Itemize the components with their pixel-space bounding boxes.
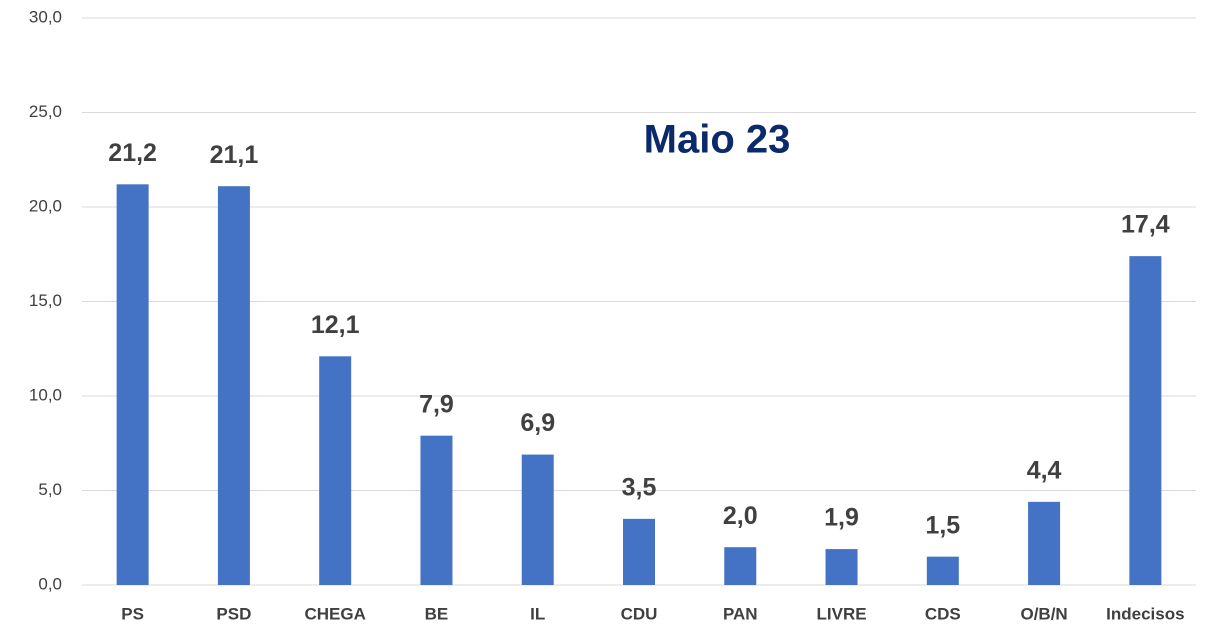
- y-tick-label: 30,0: [29, 7, 62, 26]
- bar: [217, 186, 250, 585]
- bar: [1028, 501, 1061, 585]
- value-label: 1,9: [824, 504, 859, 532]
- value-label: 2,0: [723, 502, 758, 530]
- bar: [420, 435, 453, 585]
- value-label: 1,5: [925, 511, 960, 539]
- x-tick-label: CDU: [621, 604, 658, 623]
- value-label: 7,9: [419, 390, 454, 418]
- value-label: 21,1: [210, 141, 259, 169]
- y-tick-label: 0,0: [38, 574, 62, 593]
- y-tick-label: 15,0: [29, 291, 62, 310]
- y-tick-label: 20,0: [29, 196, 62, 215]
- bar: [623, 518, 655, 585]
- x-tick-label: IL: [530, 604, 545, 623]
- y-tick-label: 25,0: [29, 102, 62, 121]
- bar: [724, 547, 757, 585]
- x-tick-label: PSD: [216, 604, 251, 623]
- bar: [1129, 256, 1162, 585]
- bar: [825, 549, 858, 585]
- bar: [521, 454, 554, 585]
- bar: [319, 356, 352, 585]
- value-label: 17,4: [1121, 211, 1170, 239]
- x-tick-label: CDS: [925, 604, 961, 623]
- value-label: 12,1: [311, 311, 360, 339]
- bar: [116, 184, 149, 585]
- value-label: 4,4: [1027, 456, 1062, 484]
- bar: [926, 556, 959, 585]
- x-tick-label: O/B/N: [1020, 604, 1067, 623]
- value-label: 6,9: [520, 409, 555, 437]
- y-tick-label: 10,0: [29, 385, 62, 404]
- x-tick-label: PS: [121, 604, 144, 623]
- x-tick-label: PAN: [723, 604, 758, 623]
- value-label: 21,2: [108, 139, 157, 167]
- y-tick-label: 5,0: [38, 480, 62, 499]
- x-tick-label: BE: [425, 604, 449, 623]
- x-tick-label: LIVRE: [817, 604, 867, 623]
- chart-title: Maio 23: [644, 118, 791, 162]
- value-label: 3,5: [622, 473, 657, 501]
- x-tick-label: CHEGA: [304, 604, 365, 623]
- x-tick-label: Indecisos: [1106, 604, 1184, 623]
